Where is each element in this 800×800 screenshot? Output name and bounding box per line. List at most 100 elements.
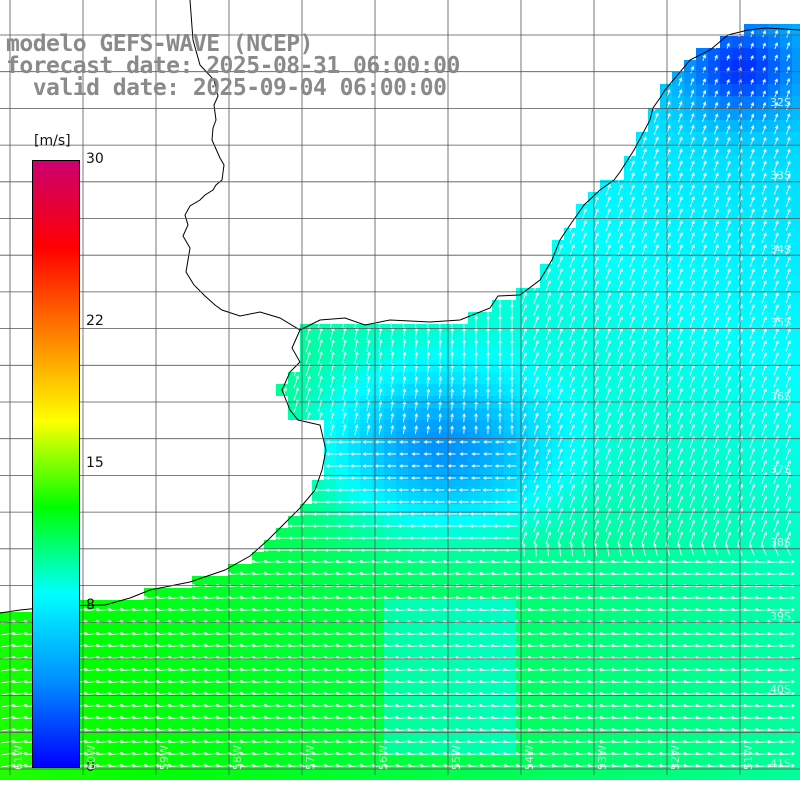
field-cell: [672, 120, 684, 132]
field-cell: [648, 624, 660, 636]
field-cell: [600, 600, 612, 612]
field-cell: [660, 528, 672, 540]
field-cell: [504, 384, 516, 396]
wind-arrow: [414, 375, 419, 388]
field-cell: [480, 624, 492, 636]
field-cell: [456, 684, 468, 696]
field-cell: [516, 672, 528, 684]
wind-arrow: [773, 244, 779, 256]
field-cell: [576, 660, 588, 672]
field-cell: [540, 516, 552, 528]
field-cell: [240, 768, 252, 780]
field-cell: [744, 588, 756, 600]
wind-arrow: [785, 244, 791, 256]
field-cell: [720, 744, 732, 756]
field-cell: [540, 528, 552, 540]
field-cell: [720, 384, 732, 396]
field-cell: [792, 108, 800, 120]
field-cell: [612, 372, 624, 384]
field-cell: [660, 408, 672, 420]
field-cell: [792, 516, 800, 528]
field-cell: [684, 732, 696, 744]
field-cell: [696, 288, 708, 300]
field-cell: [504, 360, 516, 372]
field-cell: [648, 408, 660, 420]
field-cell: [444, 732, 456, 744]
wind-arrow: [689, 375, 695, 388]
field-cell: [60, 768, 72, 780]
field-cell: [756, 336, 768, 348]
wind-arrow: [785, 304, 791, 316]
wind-arrow: [426, 363, 431, 376]
field-cell: [444, 696, 456, 708]
field-cell: [732, 528, 744, 540]
field-cell: [756, 720, 768, 732]
field-cell: [480, 564, 492, 576]
field-cell: [756, 660, 768, 672]
wind-arrow: [593, 387, 599, 400]
field-cell: [756, 168, 768, 180]
wind-arrow: [593, 291, 599, 304]
field-cell: [768, 684, 780, 696]
wind-arrow: [474, 412, 478, 423]
field-cell: [312, 768, 324, 780]
field-cell: [612, 564, 624, 576]
wind-arrow: [510, 400, 514, 411]
field-cell: [456, 612, 468, 624]
colorbar-unit: [m/s]: [34, 133, 71, 149]
field-cell: [552, 276, 564, 288]
field-cell: [756, 516, 768, 528]
field-cell: [372, 360, 384, 372]
field-cell: [636, 444, 648, 456]
field-cell: [432, 744, 444, 756]
field-cell: [720, 372, 732, 384]
field-cell: [684, 264, 696, 276]
wind-arrow: [641, 303, 647, 316]
field-cell: [432, 372, 444, 384]
wind-arrow: [701, 351, 707, 364]
field-cell: [420, 432, 432, 444]
field-cell: [504, 552, 516, 564]
field-cell: [516, 444, 528, 456]
field-cell: [732, 168, 744, 180]
wind-arrow: [785, 351, 791, 364]
field-cell: [516, 480, 528, 492]
field-cell: [600, 360, 612, 372]
field-cell: [696, 504, 708, 516]
wind-arrow: [593, 339, 599, 352]
field-cell: [444, 744, 456, 756]
field-cell: [732, 504, 744, 516]
wind-arrow: [605, 375, 611, 388]
wind-arrow: [402, 400, 407, 411]
field-cell: [648, 204, 660, 216]
field-cell: [768, 108, 780, 120]
wind-arrow: [689, 279, 695, 292]
field-cell: [792, 744, 800, 756]
field-cell: [408, 348, 420, 360]
wind-arrow: [689, 244, 695, 256]
field-cell: [624, 696, 636, 708]
field-cell: [228, 768, 240, 780]
field-cell: [684, 408, 696, 420]
field-cell: [696, 756, 708, 768]
wind-arrow: [605, 411, 611, 424]
wind-arrow: [521, 376, 527, 388]
field-cell: [504, 648, 516, 660]
field-cell: [444, 564, 456, 576]
field-cell: [792, 492, 800, 504]
field-cell: [156, 768, 168, 780]
field-cell: [636, 156, 648, 168]
field-cell: [456, 468, 468, 480]
field-cell: [552, 660, 564, 672]
field-cell: [660, 108, 672, 120]
field-cell: [768, 288, 780, 300]
field-cell: [780, 528, 792, 540]
wind-arrow: [342, 327, 347, 341]
field-cell: [708, 312, 720, 324]
field-cell: [612, 216, 624, 228]
field-cell: [696, 156, 708, 168]
field-cell: [564, 264, 576, 276]
field-cell: [480, 552, 492, 564]
field-cell: [744, 648, 756, 660]
field-cell: [0, 708, 12, 720]
